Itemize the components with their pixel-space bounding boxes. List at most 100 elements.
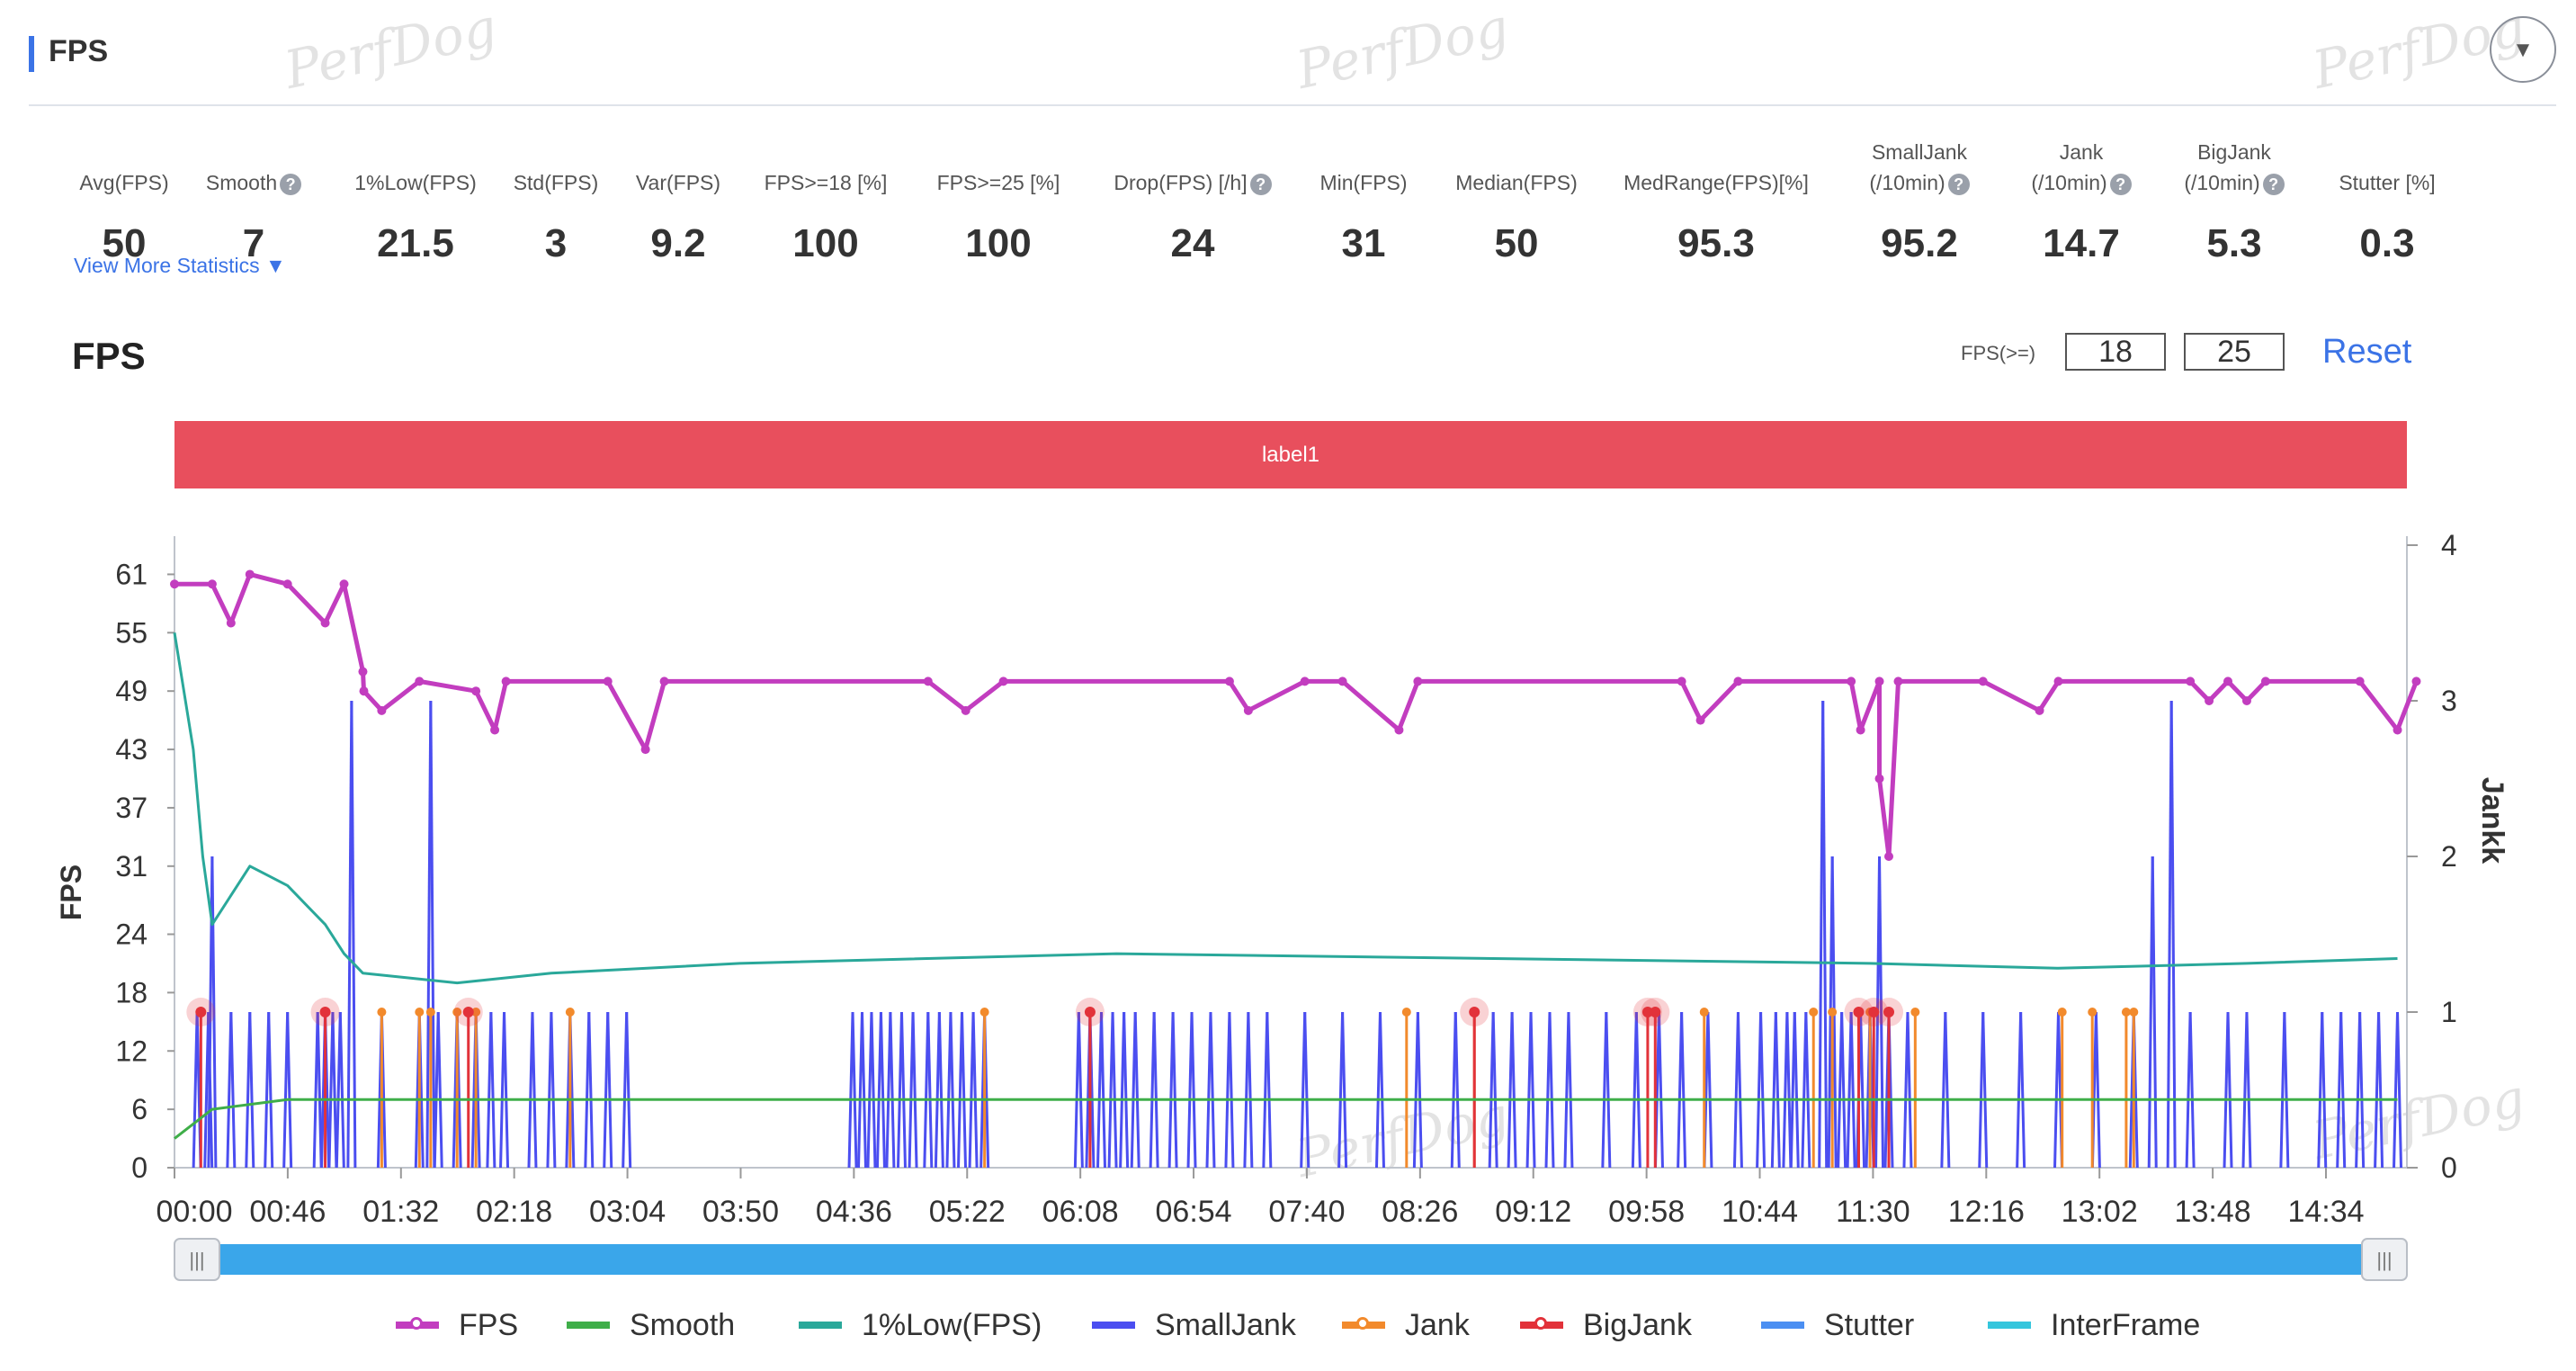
stat-label: SmallJank (/10min)? <box>1820 135 2018 198</box>
smalljank-spike <box>1548 1011 1555 1169</box>
low1-line <box>173 632 2398 985</box>
smalljank-spike <box>911 1011 918 1169</box>
stat-2: 1%Low(FPS) 21.5 <box>317 135 514 279</box>
help-icon[interactable]: ? <box>1947 173 1970 195</box>
fps-point <box>170 579 179 589</box>
jank-marker <box>452 1008 462 1017</box>
x-tick-label: 12:16 <box>1948 1195 2025 1229</box>
smalljank-spike <box>1840 1011 1847 1169</box>
x-tick-label: 10:44 <box>1722 1195 1798 1229</box>
stat-value: 7 <box>242 221 265 265</box>
bigjank-marker <box>1641 1007 1653 1017</box>
stat-label-text: MedRange(FPS)[%] <box>1623 171 1809 194</box>
jank-marker <box>1699 1008 1709 1017</box>
x-tick-label: 13:48 <box>2175 1195 2251 1229</box>
stat-label: 1%Low(FPS) <box>317 135 514 198</box>
y-tick-label: 37 <box>115 792 148 824</box>
fps-point <box>358 667 368 677</box>
legend-item-smooth[interactable]: Smooth <box>567 1303 735 1348</box>
x-tick-label: 06:54 <box>1156 1195 1232 1229</box>
smalljank-spike <box>587 1011 595 1169</box>
smalljank-spike <box>2188 1011 2196 1169</box>
smalljank-spike <box>899 1011 907 1169</box>
y-tick-label: 61 <box>115 558 148 590</box>
smalljank-spike <box>1133 1011 1140 1169</box>
stat-value: 50 <box>1494 221 1539 265</box>
fps-threshold-low-input[interactable] <box>2065 333 2166 371</box>
smalljank-spike <box>1821 700 1829 1169</box>
help-icon[interactable]: ? <box>280 173 302 195</box>
legend-item-low1[interactable]: 1%Low(FPS) <box>799 1303 1042 1348</box>
legend-marker <box>1534 1317 1547 1330</box>
legend-marker <box>1356 1317 1369 1330</box>
legend-item-fps[interactable]: FPS <box>396 1303 518 1348</box>
stat-label-text: Avg(FPS) <box>79 171 169 194</box>
smalljank-spike <box>436 1011 443 1169</box>
y-tick-label: 49 <box>115 675 148 707</box>
label-band[interactable]: label1 <box>174 421 2407 488</box>
x-tick-label: 04:36 <box>816 1195 892 1229</box>
smalljank-spike <box>1859 1011 1866 1169</box>
legend-swatch <box>1342 1317 1385 1330</box>
smalljank-spike <box>2339 1011 2347 1169</box>
smalljank-spike <box>429 700 436 1169</box>
fps-point <box>1874 677 1884 686</box>
stat-value: 9.2 <box>650 221 706 265</box>
label-band-text: label1 <box>1261 442 1320 467</box>
smalljank-spike <box>2321 1011 2328 1169</box>
stat-label-text: Median(FPS) <box>1455 171 1578 194</box>
legend-label: Stutter <box>1824 1307 1915 1342</box>
y-tick-label: 43 <box>115 733 148 766</box>
legend-swatch <box>799 1322 842 1329</box>
smalljank-spike <box>316 1011 323 1169</box>
stat-value: 50 <box>102 221 147 265</box>
y2-tick-label: 2 <box>2441 840 2457 873</box>
smalljank-spike <box>1706 1011 1713 1169</box>
legend-swatch <box>1988 1322 2031 1329</box>
fps-point <box>1300 677 1310 686</box>
help-icon[interactable]: ? <box>2109 173 2132 195</box>
legend-item-interframe[interactable]: InterFrame <box>1988 1303 2200 1348</box>
jank-marker <box>1910 1008 1920 1017</box>
jank-marker <box>415 1008 425 1017</box>
view-more-statistics-link[interactable]: View More Statistics ▼ <box>74 254 286 277</box>
y-tick-label: 6 <box>131 1093 148 1125</box>
help-icon[interactable]: ? <box>1249 173 1272 195</box>
stat-14: Stutter [%] 0.3 <box>2288 135 2486 279</box>
y-axis-title: FPS <box>55 865 87 920</box>
stat-value: 24 <box>1170 221 1215 265</box>
x-tick-label: 03:50 <box>702 1195 779 1229</box>
fps-point <box>640 745 650 755</box>
help-icon[interactable]: ? <box>2262 173 2285 195</box>
smalljank-spike <box>1529 1011 1536 1169</box>
stat-label-text: FPS>=18 [%] <box>764 171 888 194</box>
fps-point <box>1893 677 1903 686</box>
collapse-button[interactable]: ▼ <box>2490 16 2556 83</box>
legend-label: SmallJank <box>1155 1307 1296 1342</box>
smooth-line <box>174 1098 2398 1140</box>
smalljank-spike <box>889 1011 896 1169</box>
stat-3: Std(FPS) 3 <box>457 135 655 279</box>
bigjank-marker <box>195 1007 207 1017</box>
fps-point <box>282 579 292 589</box>
legend-item-jank[interactable]: Jank <box>1342 1303 1470 1348</box>
fps-threshold-high-input[interactable] <box>2184 333 2285 371</box>
fps-point <box>339 579 349 589</box>
bigjank-marker <box>1883 1007 1895 1017</box>
stat-label-text: Min(FPS) <box>1319 171 1408 194</box>
fps-point <box>1733 677 1743 686</box>
smalljank-spike <box>961 1011 968 1169</box>
y2-tick-label: 0 <box>2441 1151 2457 1184</box>
reset-button[interactable]: Reset <box>2322 333 2412 371</box>
slider-left-handle <box>174 1238 220 1281</box>
jank-marker <box>2121 1008 2131 1017</box>
legend-item-bigjank[interactable]: BigJank <box>1520 1303 1692 1348</box>
legend-item-stutter[interactable]: Stutter <box>1761 1303 1914 1348</box>
stat-label-text: Std(FPS) <box>513 171 599 194</box>
fps-point <box>1695 715 1705 725</box>
legend-item-smalljank[interactable]: SmallJank <box>1092 1303 1296 1348</box>
stat-label: MedRange(FPS)[%] <box>1617 135 1815 198</box>
fps-point <box>923 677 933 686</box>
fps-point <box>961 705 970 715</box>
